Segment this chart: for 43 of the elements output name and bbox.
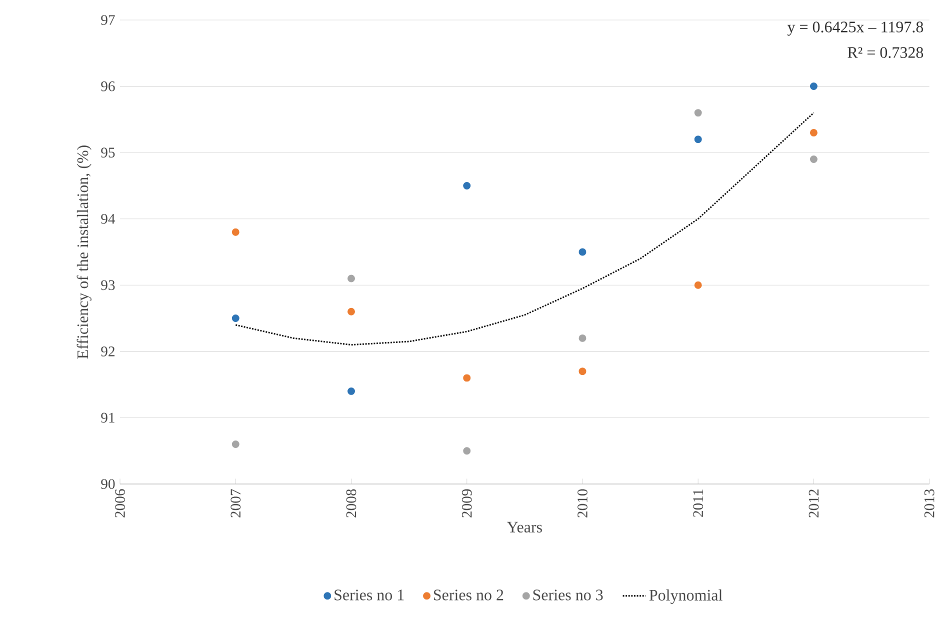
point bbox=[578, 368, 586, 376]
x-tick-label: 2012 bbox=[808, 490, 819, 518]
annotation: y = 0.6425x – 1197.8 bbox=[787, 22, 924, 36]
point bbox=[463, 182, 471, 190]
point bbox=[463, 447, 471, 455]
point bbox=[694, 281, 702, 289]
y-tick-label: 93 bbox=[101, 280, 115, 290]
legend-label: Series no 3 bbox=[533, 590, 603, 600]
x-tick-label: 2009 bbox=[462, 489, 472, 518]
point bbox=[232, 314, 240, 322]
point bbox=[232, 440, 240, 448]
point bbox=[578, 334, 586, 342]
x-tick-label: 2011 bbox=[693, 490, 704, 517]
x-tick-label: 2010 bbox=[578, 489, 588, 518]
x-tick-label: 2006 bbox=[115, 489, 125, 518]
legend-label: Series no 2 bbox=[434, 590, 504, 600]
y-tick-label: 90 bbox=[101, 479, 115, 489]
x-tick-label: 2007 bbox=[230, 489, 241, 518]
y-tick-label: 95 bbox=[101, 148, 115, 158]
point bbox=[348, 308, 355, 316]
y-axis-title: Efficiency of the installation, (%) bbox=[76, 146, 92, 359]
point bbox=[810, 155, 818, 163]
y-tick-label: 97 bbox=[101, 15, 115, 25]
y-tick-label: 94 bbox=[101, 214, 116, 224]
point bbox=[694, 109, 702, 117]
point bbox=[232, 228, 240, 236]
point bbox=[694, 136, 702, 144]
point bbox=[463, 374, 471, 382]
point bbox=[578, 248, 586, 256]
annotation: R² = 0.7328 bbox=[848, 47, 924, 58]
x-tick-label: 2008 bbox=[346, 489, 356, 518]
legend-label: Series no 1 bbox=[334, 590, 404, 600]
legend-label: Polynomial bbox=[649, 589, 722, 604]
point bbox=[348, 387, 355, 395]
point bbox=[348, 274, 355, 282]
x-axis-title: Years bbox=[507, 522, 542, 532]
y-tick-label: 96 bbox=[101, 81, 115, 92]
point bbox=[810, 82, 818, 90]
point bbox=[810, 128, 818, 136]
x-tick-label: 2013 bbox=[924, 489, 934, 518]
y-tick-label: 91 bbox=[101, 412, 114, 423]
y-tick-label: 92 bbox=[101, 346, 114, 356]
line-series bbox=[234, 112, 814, 346]
